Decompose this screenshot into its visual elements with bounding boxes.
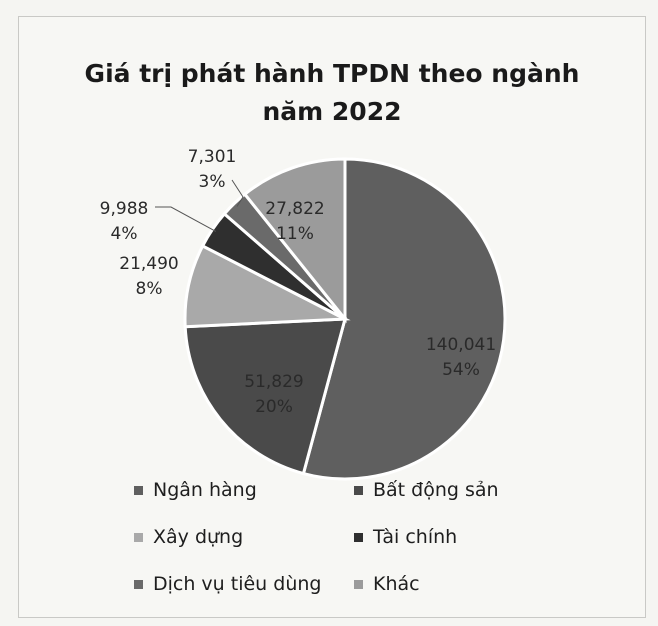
legend-swatch-4 bbox=[134, 579, 143, 589]
legend-item-1: Bất động sản bbox=[354, 479, 499, 501]
legend-swatch-1 bbox=[354, 485, 363, 495]
legend-swatch-2 bbox=[134, 532, 143, 542]
slice-percent-label-4: 3% bbox=[199, 172, 226, 192]
legend-item-3: Tài chính bbox=[354, 526, 457, 548]
legend-label-4: Dịch vụ tiêu dùng bbox=[153, 573, 322, 595]
slice-percent-label-2: 8% bbox=[136, 279, 163, 299]
chart-title-line-2: năm 2022 bbox=[262, 97, 402, 126]
pie-chart: 140,041 54% 51,829 20% 21,490 8% 9,988 4% 7,301 3… bbox=[100, 147, 507, 481]
legend-label-2: Xây dựng bbox=[153, 526, 244, 548]
slice-percent-label-3: 4% bbox=[111, 224, 138, 244]
slice-value-label-3: 9,988 bbox=[100, 199, 149, 219]
slice-percent-label-5: 11% bbox=[276, 224, 314, 244]
slice-value-label-4: 7,301 bbox=[188, 147, 237, 167]
legend-swatch-5 bbox=[354, 579, 363, 589]
leader-line-4 bbox=[231, 179, 244, 207]
pie-slice-5 bbox=[242, 157, 347, 324]
legend-item-2: Xây dựng bbox=[134, 526, 243, 548]
slice-value-label-1: 51,829 bbox=[244, 372, 303, 392]
slice-value-label-0: 140,041 bbox=[426, 335, 496, 355]
slice-percent-label-1: 20% bbox=[255, 397, 293, 417]
legend-item-4: Dịch vụ tiêu dùng bbox=[134, 573, 321, 595]
chart-title-line-1: Giá trị phát hành TPDN theo ngành bbox=[84, 59, 580, 88]
legend-swatch-3 bbox=[354, 532, 363, 542]
pie-slice-0 bbox=[301, 157, 507, 481]
legend-swatch-0 bbox=[134, 485, 143, 495]
legend-label-1: Bất động sản bbox=[373, 479, 499, 501]
pie-slice-1 bbox=[183, 317, 347, 476]
legend-label-5: Khác bbox=[373, 573, 420, 595]
leader-line-3 bbox=[155, 206, 217, 232]
slice-value-label-5: 27,822 bbox=[265, 199, 324, 219]
legend-label-0: Ngân hàng bbox=[153, 479, 257, 501]
legend-label-3: Tài chính bbox=[373, 526, 458, 548]
legend-item-5: Khác bbox=[354, 573, 420, 595]
legend-item-0: Ngân hàng bbox=[134, 479, 257, 501]
slice-value-label-2: 21,490 bbox=[119, 254, 178, 274]
slice-percent-label-0: 54% bbox=[442, 360, 480, 380]
chart-area: Giá trị phát hành TPDN theo ngành năm 20… bbox=[18, 16, 646, 618]
